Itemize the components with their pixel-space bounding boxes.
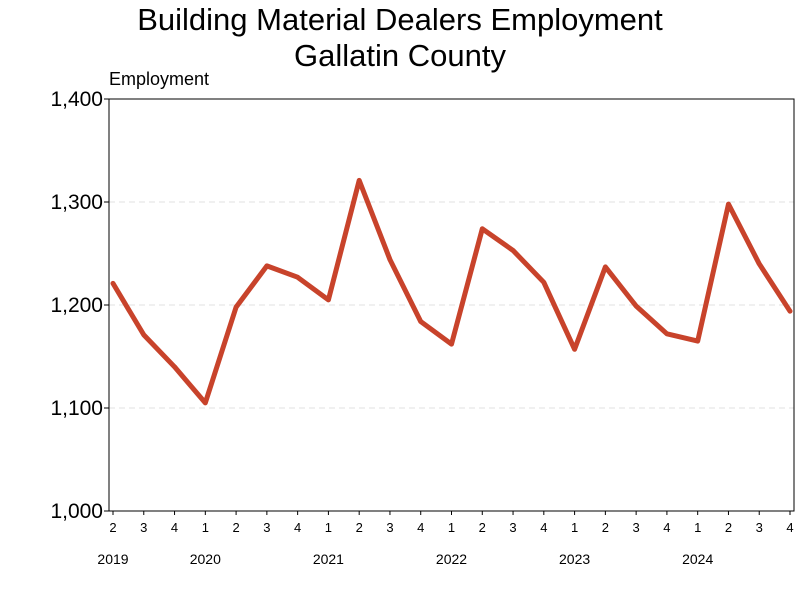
x-tick-label: 4 [171, 520, 178, 535]
x-tick-label: 3 [263, 520, 270, 535]
year-label: 2023 [559, 551, 590, 567]
data-point [787, 308, 793, 314]
data-point [264, 263, 270, 269]
data-point [141, 332, 146, 338]
x-tick-label: 4 [294, 520, 301, 535]
x-tick-label: 3 [386, 520, 393, 535]
year-label: 2020 [190, 551, 221, 567]
data-point [172, 364, 177, 369]
y-tick-label: 1,300 [50, 191, 103, 214]
data-point [757, 261, 762, 266]
x-tick-label: 1 [202, 520, 209, 535]
data-point [541, 280, 547, 285]
data-point [726, 201, 731, 207]
x-tick-label: 3 [756, 520, 763, 535]
year-label: 2021 [313, 551, 344, 567]
chart-title-line-1: Building Material Dealers Employment [137, 2, 663, 37]
series [110, 177, 793, 406]
x-tick-label: 4 [417, 520, 424, 535]
x-tick-label: 1 [448, 520, 455, 535]
year-label: 2024 [682, 551, 713, 567]
y-tick-label: 1,000 [50, 500, 103, 523]
y-axis-ticks: 1,000 1,100 1,200 1,300 1,400 [50, 88, 109, 523]
data-point [633, 303, 639, 309]
data-point [510, 248, 516, 253]
data-point [110, 281, 116, 286]
x-tick-label: 2 [356, 520, 363, 535]
x-tick-label: 4 [540, 520, 547, 535]
y-tick-label: 1,200 [50, 294, 103, 317]
chart-title-line-2: Gallatin County [294, 38, 506, 73]
x-tick-label: 2 [109, 520, 116, 535]
x-tick-label: 3 [509, 520, 516, 535]
y-tick-label: 1,400 [50, 88, 103, 111]
data-point [664, 331, 670, 337]
data-point [203, 400, 208, 406]
data-point [603, 264, 608, 270]
x-tick-label: 3 [140, 520, 147, 535]
x-tick-label: 2 [602, 520, 609, 535]
x-tick-label: 3 [633, 520, 640, 535]
grid-lines [109, 201, 794, 409]
x-tick-label: 1 [571, 520, 578, 535]
x-tick-label: 2 [479, 520, 486, 535]
data-point [449, 341, 454, 347]
year-label: 2022 [436, 551, 467, 567]
data-point [326, 297, 331, 303]
y-tick-label: 1,100 [50, 397, 103, 420]
series-line [110, 177, 793, 406]
x-tick-label: 4 [786, 520, 793, 535]
data-point [480, 226, 485, 231]
x-tick-label: 2 [232, 520, 239, 535]
data-point [695, 338, 700, 344]
y-axis-label: Employment [109, 69, 209, 89]
x-tick-label: 1 [325, 520, 332, 535]
data-point [387, 257, 393, 262]
x-axis-ticks: 2 3 4 1 2 3 4 1 2 3 4 1 2 3 4 1 2 3 4 1 2 3 4 2019 2020 2021 2022 2… [97, 511, 794, 567]
data-point [418, 319, 423, 324]
x-tick-label: 1 [694, 520, 701, 535]
x-tick-label: 2 [725, 520, 732, 535]
chart-title: Building Material Dealers Employment Gal… [0, 2, 800, 74]
data-point [295, 274, 300, 280]
data-point [572, 347, 577, 352]
x-tick-label: 4 [663, 520, 670, 535]
data-point [356, 178, 362, 183]
data-point [233, 304, 239, 310]
year-label: 2019 [97, 551, 128, 567]
